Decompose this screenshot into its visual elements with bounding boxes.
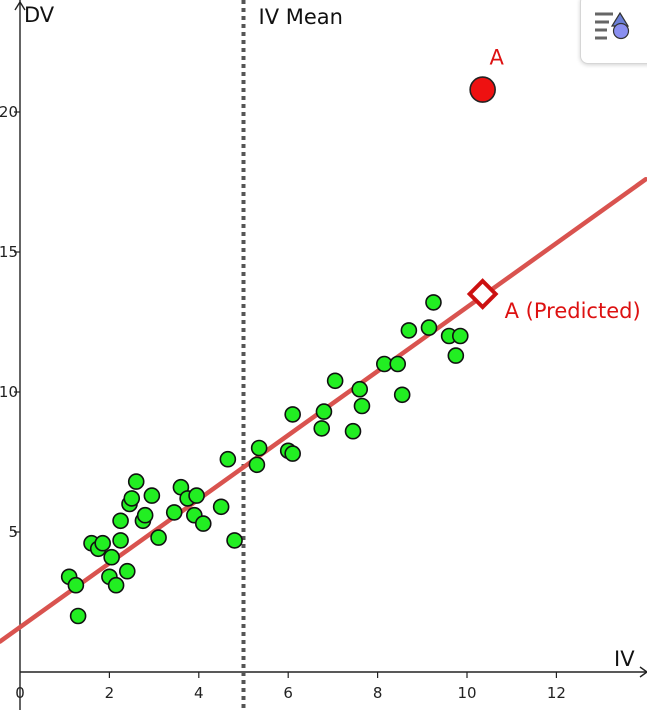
data-point[interactable]	[112, 512, 129, 530]
data-point[interactable]	[250, 439, 268, 457]
data-point[interactable]	[248, 456, 266, 474]
data-point[interactable]	[123, 490, 141, 507]
point-a-predicted-label: A (Predicted)	[505, 299, 641, 323]
y-axis-label: DV	[24, 3, 55, 27]
point-a[interactable]	[469, 76, 496, 103]
x-tick-label: 4	[194, 684, 204, 702]
data-point[interactable]	[219, 450, 237, 468]
data-point[interactable]	[165, 504, 183, 521]
data-point[interactable]	[150, 529, 167, 546]
data-point[interactable]	[112, 532, 129, 549]
x-tick-label: 8	[373, 684, 383, 702]
data-point[interactable]	[313, 420, 331, 437]
data-point[interactable]	[136, 506, 154, 524]
data-point[interactable]	[420, 319, 438, 336]
data-point[interactable]	[212, 498, 230, 516]
y-tick-label: 20	[0, 103, 18, 121]
data-point[interactable]	[393, 386, 411, 404]
graphics-style-icon	[595, 11, 630, 40]
data-point[interactable]	[107, 576, 125, 594]
x-axis-arrow	[639, 666, 647, 678]
data-point[interactable]	[94, 534, 111, 552]
x-tick-label: 0	[15, 684, 25, 702]
data-point[interactable]	[127, 473, 145, 490]
data-point[interactable]	[143, 487, 161, 504]
data-point[interactable]	[389, 355, 407, 373]
data-point[interactable]	[326, 372, 344, 390]
y-tick-label: 5	[8, 523, 18, 541]
data-point[interactable]	[284, 406, 301, 423]
x-tick-label: 2	[105, 684, 115, 702]
iv-mean-label: IV Mean	[259, 5, 343, 29]
data-point[interactable]	[188, 487, 205, 504]
data-point[interactable]	[194, 515, 212, 532]
style-bar-toggle-button[interactable]	[580, 0, 647, 64]
data-point[interactable]	[425, 294, 442, 311]
point-a-label: A	[489, 46, 504, 70]
data-point[interactable]	[451, 327, 469, 345]
data-point[interactable]	[400, 322, 418, 339]
data-point[interactable]	[67, 576, 85, 594]
data-point[interactable]	[447, 347, 465, 364]
x-tick-label: 12	[547, 684, 566, 702]
data-point[interactable]	[351, 380, 369, 398]
y-axis-arrow	[14, 0, 26, 11]
x-axis-label: IV	[614, 647, 635, 671]
data-point[interactable]	[118, 562, 136, 580]
data-point[interactable]	[226, 532, 243, 549]
y-tick-label: 10	[0, 383, 18, 401]
data-point[interactable]	[344, 422, 362, 440]
data-point[interactable]	[284, 445, 301, 462]
data-point[interactable]	[103, 548, 120, 566]
y-tick-label: 15	[0, 243, 18, 261]
point-a-predicted[interactable]	[466, 278, 499, 310]
data-point[interactable]	[315, 403, 333, 420]
x-tick-label: 10	[457, 684, 476, 702]
data-point[interactable]	[69, 607, 87, 625]
x-tick-label: 6	[283, 684, 293, 702]
data-point[interactable]	[353, 397, 371, 415]
